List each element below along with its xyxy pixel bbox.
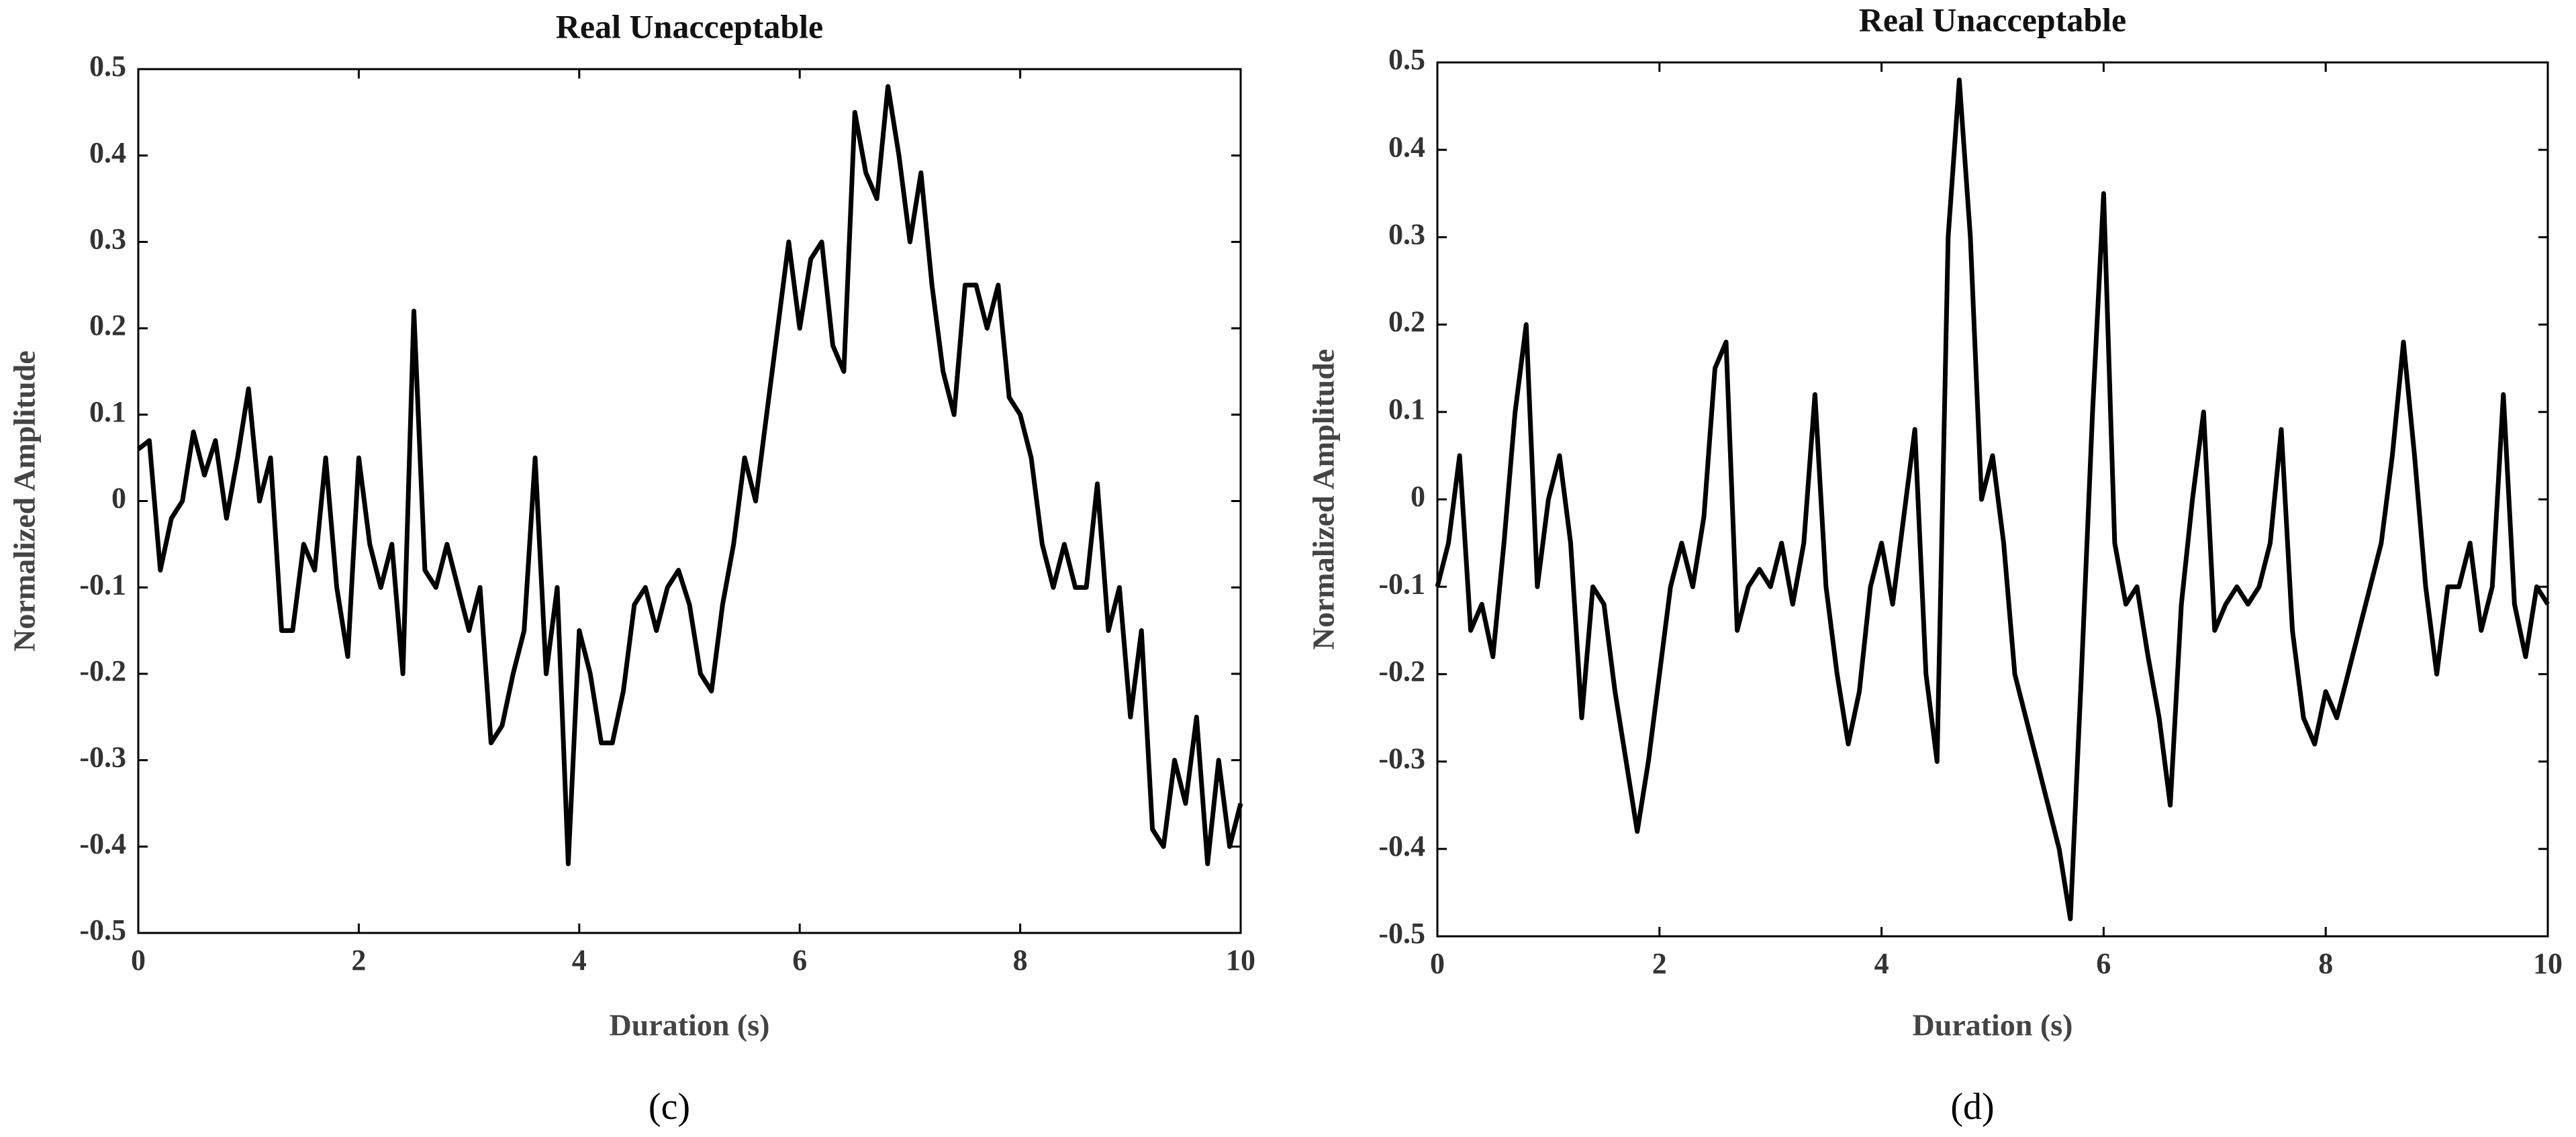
y-tick-label: 0.3: [1388, 217, 1425, 250]
x-tick-label: 0: [131, 944, 146, 977]
y-tick-label: -0.3: [79, 741, 126, 774]
x-tick-label: 0: [1430, 947, 1445, 980]
plot-frame: [1436, 61, 2549, 938]
y-axis-label: Normalized Amplitude: [1306, 349, 1341, 650]
x-tick-label: 8: [2318, 947, 2333, 980]
chart-title: Real Unacceptable: [556, 7, 824, 45]
y-tick-label: 0.1: [1388, 393, 1425, 426]
caption: (d): [1950, 1086, 1994, 1128]
y-tick-label: 0.3: [89, 222, 126, 255]
y-tick-label: 0.2: [89, 309, 126, 342]
x-axis-label: Duration (s): [610, 1008, 770, 1042]
x-tick-label: 10: [1226, 944, 1255, 977]
chart-title: Real Unacceptable: [1859, 1, 2127, 38]
y-tick-label: 0.1: [89, 395, 126, 428]
x-tick-label: 10: [2533, 947, 2563, 980]
data-line: [136, 84, 1243, 867]
y-tick-label: -0.2: [1378, 654, 1425, 687]
y-axis-label: Normalized Amplitude: [7, 350, 42, 651]
x-tick-label: 2: [351, 944, 366, 977]
y-tick-label: -0.4: [1378, 830, 1425, 862]
x-tick-label: 4: [572, 944, 587, 977]
caption: (c): [649, 1086, 690, 1128]
y-tick-label: -0.1: [1378, 567, 1425, 600]
x-tick-label: 6: [2096, 947, 2111, 980]
y-tick-label: -0.4: [79, 827, 126, 860]
data-line: [1435, 77, 2550, 922]
y-tick-label: 0.4: [1388, 130, 1425, 163]
x-axis-label: Duration (s): [1913, 1008, 2073, 1042]
plot-frame: [137, 68, 1242, 934]
y-tick-label: -0.5: [1378, 917, 1425, 950]
x-tick-label: 8: [1013, 944, 1028, 977]
x-tick-label: 4: [1874, 947, 1889, 980]
y-tick-label: 0.5: [89, 50, 126, 83]
y-tick-label: 0: [1411, 480, 1425, 513]
x-tick-label: 6: [792, 944, 807, 977]
x-tick-label: 2: [1652, 947, 1667, 980]
y-tick-label: -0.1: [79, 568, 126, 601]
y-tick-label: 0.5: [1388, 43, 1425, 76]
y-tick-label: -0.3: [1378, 742, 1425, 775]
y-tick-label: 0.4: [89, 136, 126, 169]
y-tick-label: 0.2: [1388, 305, 1425, 338]
y-tick-label: 0: [111, 482, 126, 515]
y-tick-label: -0.2: [79, 654, 126, 687]
y-tick-label: -0.5: [79, 913, 126, 946]
